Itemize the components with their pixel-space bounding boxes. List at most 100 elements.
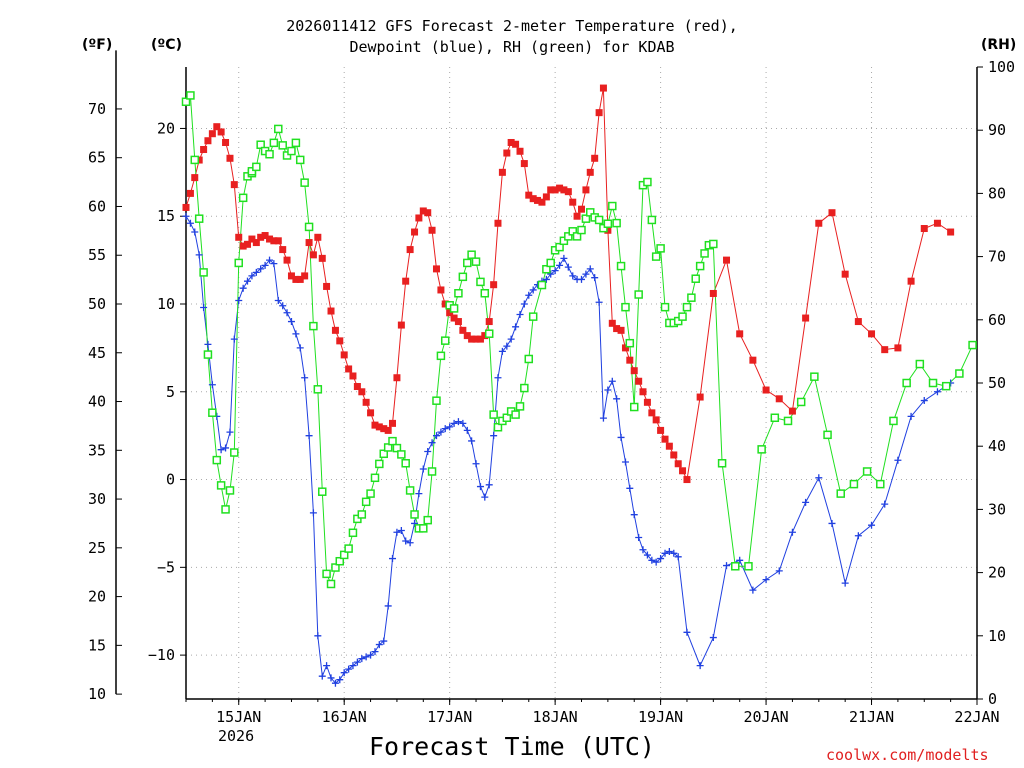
time-tick-label: 22JAN bbox=[954, 708, 999, 726]
temperature-point bbox=[881, 346, 889, 354]
rh-point bbox=[524, 354, 534, 364]
rh-point bbox=[181, 97, 191, 107]
dewpoint-point bbox=[723, 562, 731, 570]
dewpoint-point bbox=[270, 260, 278, 268]
temperature-point bbox=[507, 138, 515, 146]
temperature-point bbox=[648, 409, 656, 417]
dewpoint-point bbox=[490, 432, 498, 440]
temperature-point bbox=[208, 130, 216, 138]
temperature-point bbox=[182, 203, 190, 211]
temperature-point bbox=[411, 228, 419, 236]
temperature-point bbox=[907, 277, 915, 285]
dewpoint-point bbox=[406, 539, 414, 547]
temperature-point bbox=[336, 337, 344, 345]
temperature-point bbox=[204, 137, 212, 145]
rh-tick-label: 90 bbox=[988, 121, 1006, 139]
dewpoint-point bbox=[239, 284, 247, 292]
dewpoint-point bbox=[617, 433, 625, 441]
dewpoint-point bbox=[828, 519, 836, 527]
series-markers bbox=[181, 84, 977, 687]
series-line bbox=[185, 93, 974, 586]
temperature-point bbox=[490, 281, 498, 289]
dewpoint-point bbox=[661, 549, 669, 557]
dewpoint-point bbox=[468, 437, 476, 445]
rh-point bbox=[625, 338, 635, 348]
dewpoint-point bbox=[652, 558, 660, 566]
temperature-point bbox=[402, 277, 410, 285]
dewpoint-point bbox=[226, 428, 234, 436]
rh-point bbox=[796, 397, 806, 407]
celsius-tick-label: 20 bbox=[157, 119, 175, 137]
temperature-point bbox=[828, 209, 836, 217]
rh-point bbox=[586, 208, 595, 217]
rh-point bbox=[682, 302, 692, 312]
fahrenheit-tick-label: 55 bbox=[88, 246, 106, 264]
dewpoint-point bbox=[560, 254, 568, 262]
dewpoint-point bbox=[243, 277, 251, 285]
fahrenheit-tick-label: 35 bbox=[88, 441, 106, 459]
credit-link[interactable]: coolwx.com/modelts bbox=[826, 746, 989, 764]
rh-point bbox=[634, 290, 643, 299]
dewpoint-point bbox=[920, 397, 928, 405]
dewpoint-point bbox=[613, 395, 621, 403]
temperature-point bbox=[481, 332, 489, 340]
temperature-point bbox=[854, 318, 862, 326]
rh-point bbox=[423, 515, 432, 525]
temperature-point bbox=[428, 226, 436, 234]
dewpoint-point bbox=[578, 275, 585, 283]
rh-tick-label: 50 bbox=[988, 374, 1006, 392]
temperature-point bbox=[200, 146, 208, 154]
dewpoint-point bbox=[463, 426, 471, 434]
rh-point bbox=[318, 487, 327, 496]
temperature-point bbox=[762, 386, 770, 394]
rh-tick-label: 30 bbox=[988, 500, 1006, 518]
rh-point bbox=[186, 91, 195, 100]
dewpoint-point bbox=[582, 270, 590, 278]
rh-point bbox=[454, 289, 463, 298]
dewpoint-point bbox=[411, 519, 419, 527]
temperature-point bbox=[679, 467, 687, 475]
rh-point bbox=[643, 177, 652, 187]
rh-point bbox=[405, 486, 415, 495]
dewpoint-point bbox=[670, 549, 678, 557]
temperature-point bbox=[643, 398, 651, 406]
dewpoint-point bbox=[599, 414, 607, 422]
temperature-point bbox=[270, 237, 278, 245]
temperature-point bbox=[296, 275, 304, 283]
rh-point bbox=[862, 467, 872, 476]
temperature-point bbox=[266, 235, 274, 243]
temperature-point bbox=[397, 321, 405, 329]
rh-point bbox=[695, 261, 705, 271]
rh-point bbox=[265, 149, 274, 159]
rh-point bbox=[581, 214, 591, 223]
dewpoint-point bbox=[586, 265, 594, 273]
dewpoint-point bbox=[446, 423, 454, 431]
rh-point bbox=[234, 258, 243, 268]
rh-point bbox=[651, 252, 661, 261]
dewpoint-point bbox=[498, 347, 506, 355]
rh-point bbox=[467, 250, 476, 259]
rh-point bbox=[770, 413, 780, 423]
rh-point bbox=[366, 489, 375, 498]
chart-title-line-2: Dewpoint (blue), RH (green) for KDAB bbox=[349, 38, 675, 56]
rh-point bbox=[757, 445, 766, 454]
rh-point bbox=[810, 372, 819, 381]
dewpoint-point bbox=[266, 256, 274, 264]
rh-point bbox=[190, 155, 200, 165]
dewpoint-point bbox=[564, 263, 572, 271]
celsius-tick-label: −5 bbox=[157, 558, 175, 576]
rh-point bbox=[915, 359, 925, 369]
dewpoint-point bbox=[709, 634, 717, 642]
temperature-point bbox=[327, 307, 335, 315]
dewpoint-point bbox=[639, 546, 647, 554]
dewpoint-point bbox=[323, 662, 331, 670]
fahrenheit-tick-label: 25 bbox=[88, 539, 106, 557]
rh-point bbox=[379, 449, 388, 459]
dewpoint-point bbox=[287, 318, 295, 326]
dewpoint-point bbox=[665, 548, 673, 556]
temperature-point bbox=[815, 219, 823, 227]
dewpoint-point bbox=[222, 444, 230, 452]
rh-point bbox=[287, 146, 296, 156]
rh-tick-label: 80 bbox=[988, 184, 1006, 202]
